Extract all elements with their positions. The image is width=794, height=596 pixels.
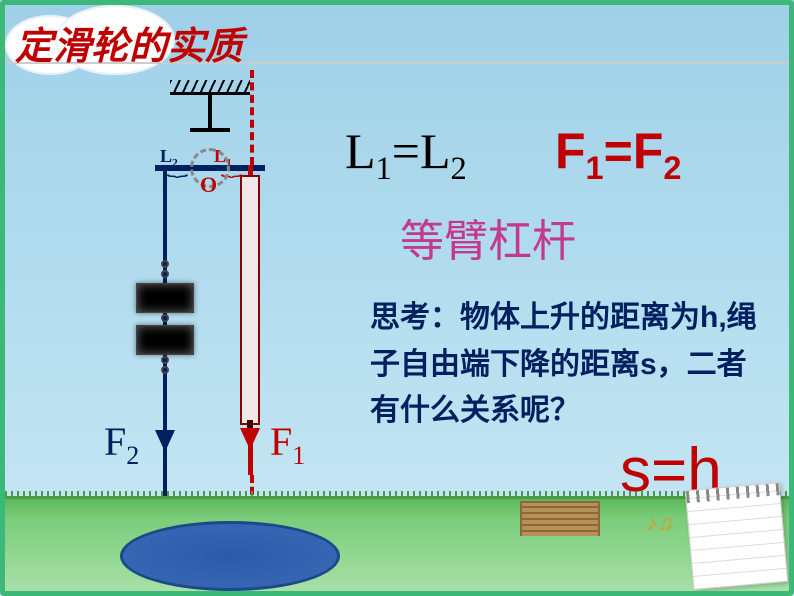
lever-type-label: 等臂杠杆 [400,205,576,269]
pond-decor [120,521,340,591]
notepad-decor [685,482,788,590]
question-text: 思考：物体上升的距离为h,绳子自由端下降的距离s，二者有什么关系呢？ [370,295,760,435]
arrow-f1 [240,428,260,450]
hanger-bar [190,128,230,132]
weight-block-1 [136,283,194,313]
spring-link [161,356,169,364]
rope-right-dash-top [250,70,254,165]
pulley-diagram: L2 L1 ⏟ ⏟ O F2 F1 [100,70,300,500]
weight-block-2 [136,325,194,355]
equation-l1-l2: L1=L2 [345,122,467,188]
ceiling-support [170,80,250,95]
f1-label: F1 [270,418,305,471]
spring-link [161,260,169,268]
hanger-rod [208,95,212,130]
arrow-f2 [155,430,175,452]
music-notes-icon: ♪♫ [647,510,675,536]
spring-link [161,270,169,278]
equation-f1-f2: F1=F2 [555,122,681,187]
pivot-label: O [200,172,217,198]
spring-scale-right [240,175,260,425]
f2-label: F2 [104,418,139,471]
bench-decor [520,501,600,536]
spring-link [161,366,169,374]
spring-link [161,314,169,322]
slide-title: 定滑轮的实质 [15,15,243,70]
